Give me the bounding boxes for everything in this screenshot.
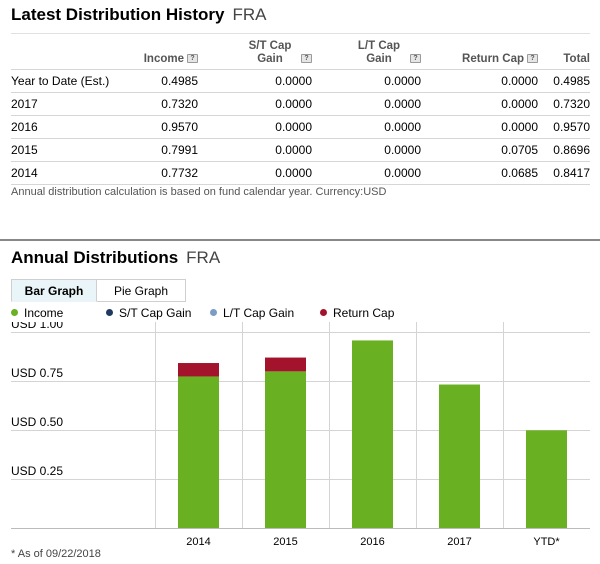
annual-title-text: Annual Distributions xyxy=(11,248,179,267)
bar-income xyxy=(526,430,567,528)
y-tick-label: USD 1.00 xyxy=(11,322,63,331)
cell-lt: 0.0000 xyxy=(312,92,421,116)
history-ticker: FRA xyxy=(232,5,267,24)
cell-income: 0.4985 xyxy=(128,69,198,93)
x-tick-label: YTD* xyxy=(533,536,560,548)
cell-income: 0.7991 xyxy=(128,138,198,162)
tab-pie-graph[interactable]: Pie Graph xyxy=(97,279,186,302)
section-divider xyxy=(0,239,600,241)
x-tick-label: 2017 xyxy=(447,536,471,548)
col-header-return-cap: Return Cap? xyxy=(421,33,538,70)
history-title: Latest Distribution History FRA xyxy=(11,5,266,25)
cell-lt: 0.0000 xyxy=(312,115,421,139)
legend-swatch-return-cap xyxy=(320,309,327,317)
cell-income: 0.7320 xyxy=(128,92,198,116)
col-header-blank xyxy=(11,33,128,70)
legend-item-lt-cap-gain: L/T Cap Gain xyxy=(210,306,294,320)
table-header-row: Income? S/T Cap Gain? L/T Cap Gain? Retu… xyxy=(11,33,590,70)
table-row: 2016 0.9570 0.0000 0.0000 0.0000 0.9570 xyxy=(11,115,590,139)
x-tick-label: 2015 xyxy=(273,536,297,548)
cell-total: 0.4985 xyxy=(538,69,590,93)
cell-label: Year to Date (Est.) xyxy=(11,69,128,93)
help-icon[interactable]: ? xyxy=(410,54,421,64)
y-tick-label: USD 0.25 xyxy=(11,464,63,478)
y-tick-label: USD 0.75 xyxy=(11,366,63,380)
annual-title: Annual Distributions FRA xyxy=(11,248,220,268)
cell-income: 0.9570 xyxy=(128,115,198,139)
annual-distribution-bar-chart: USD 1.00 USD 0.75 USD 0.50 USD 0.25 2014 2015… xyxy=(11,322,590,548)
cell-label: 2017 xyxy=(11,92,128,116)
cell-rc: 0.0705 xyxy=(421,138,538,162)
table-row: 2017 0.7320 0.0000 0.0000 0.0000 0.7320 xyxy=(11,92,590,116)
cell-rc: 0.0000 xyxy=(421,92,538,116)
legend-swatch-income xyxy=(11,309,18,317)
col-header-income: Income? xyxy=(128,33,198,70)
table-row: Year to Date (Est.) 0.4985 0.0000 0.0000 0.0… xyxy=(11,69,590,93)
distribution-history-table: Income? S/T Cap Gain? L/T Cap Gain? Retu… xyxy=(11,33,590,185)
cell-st: 0.0000 xyxy=(198,115,312,139)
cell-lt: 0.0000 xyxy=(312,161,421,185)
cell-income: 0.7732 xyxy=(128,161,198,185)
help-icon[interactable]: ? xyxy=(187,54,198,64)
x-tick-label: 2016 xyxy=(360,536,384,548)
col-header-lt-cap-gain: L/T Cap Gain? xyxy=(312,33,421,70)
cell-total: 0.8696 xyxy=(538,138,590,162)
cell-lt: 0.0000 xyxy=(312,69,421,93)
cell-total: 0.7320 xyxy=(538,92,590,116)
cell-st: 0.0000 xyxy=(198,161,312,185)
as-of-footnote: * As of 09/22/2018 xyxy=(11,548,101,560)
currency-note: Annual distribution calculation is based… xyxy=(11,186,387,198)
table-row: 2015 0.7991 0.0000 0.0000 0.0705 0.8696 xyxy=(11,138,590,162)
history-title-text: Latest Distribution History xyxy=(11,5,225,24)
table-row: 2014 0.7732 0.0000 0.0000 0.0685 0.8417 xyxy=(11,161,590,185)
bar-return-cap xyxy=(265,357,306,372)
help-icon[interactable]: ? xyxy=(527,54,538,64)
cell-st: 0.0000 xyxy=(198,69,312,93)
annual-ticker: FRA xyxy=(186,248,221,267)
tab-bar-graph[interactable]: Bar Graph xyxy=(11,279,97,302)
col-header-total: Total xyxy=(538,33,590,70)
bar-income xyxy=(265,371,306,528)
cell-rc: 0.0000 xyxy=(421,69,538,93)
bar-return-cap xyxy=(178,363,219,377)
y-tick-label: USD 0.50 xyxy=(11,415,63,429)
bar-income xyxy=(178,376,219,528)
cell-total: 0.8417 xyxy=(538,161,590,185)
x-tick-label: 2014 xyxy=(186,536,210,548)
cell-st: 0.0000 xyxy=(198,92,312,116)
legend-swatch-lt-cap-gain xyxy=(210,309,217,317)
legend-item-st-cap-gain: S/T Cap Gain xyxy=(106,306,191,320)
cell-st: 0.0000 xyxy=(198,138,312,162)
cell-label: 2015 xyxy=(11,138,128,162)
cell-total: 0.9570 xyxy=(538,115,590,139)
legend-swatch-st-cap-gain xyxy=(106,309,113,317)
bar-income xyxy=(439,384,480,528)
help-icon[interactable]: ? xyxy=(301,54,312,64)
cell-label: 2014 xyxy=(11,161,128,185)
cell-lt: 0.0000 xyxy=(312,138,421,162)
cell-rc: 0.0685 xyxy=(421,161,538,185)
cell-rc: 0.0000 xyxy=(421,115,538,139)
cell-label: 2016 xyxy=(11,115,128,139)
col-header-st-cap-gain: S/T Cap Gain? xyxy=(198,33,312,70)
legend-item-return-cap: Return Cap xyxy=(320,306,394,320)
table-body: Year to Date (Est.) 0.4985 0.0000 0.0000 0.0… xyxy=(11,69,590,185)
legend-item-income: Income xyxy=(11,306,63,320)
bar-income xyxy=(352,340,393,528)
